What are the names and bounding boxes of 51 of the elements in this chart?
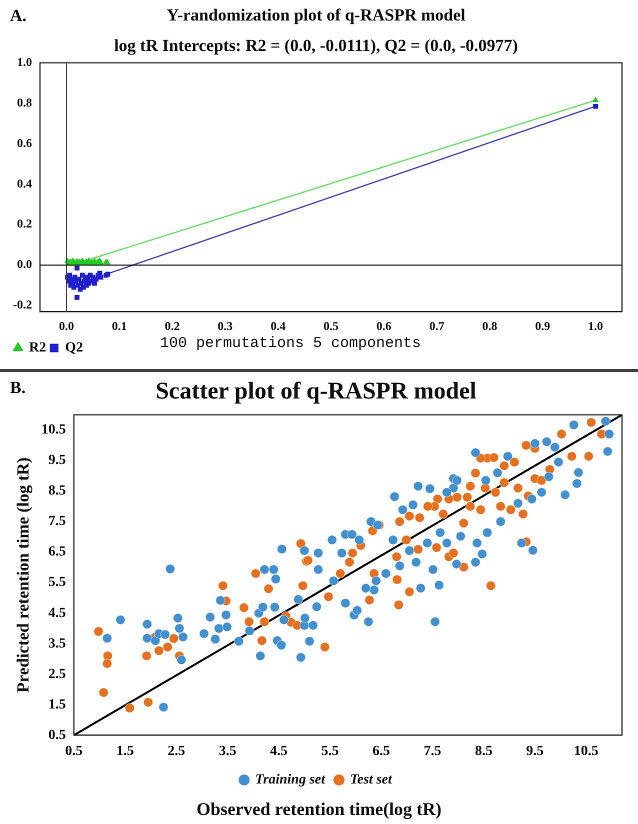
chart-subtitle: log tR Intercepts: R2 = (0.0, -0.0111), Q2 = (0.0, -0.0977) [114, 36, 518, 55]
x-tick-label: 8.5 [474, 744, 492, 760]
x-tick-label: 0.1 [112, 318, 127, 333]
x-tick-label: 0.3 [218, 318, 233, 333]
x-tick-label: 0.8 [482, 318, 498, 333]
x-tick-label: 7.5 [424, 744, 442, 760]
text: 100 permutations 5 components [160, 335, 422, 352]
y-tick-label: 0.2 [16, 216, 32, 231]
y-tick-label: -0.2 [12, 298, 32, 312]
text: A. [10, 6, 27, 26]
x-tick-label: 1.0 [588, 318, 604, 333]
y-axis-title: Predicted retention time (log tR) [14, 457, 33, 693]
x-tick-label: 2.5 [168, 744, 186, 760]
x-tick-label: 3.5 [218, 744, 236, 760]
y-tick-label: 9.5 [48, 453, 66, 468]
x-tick-label: 0.4 [270, 318, 286, 333]
y-tick-label: 4.5 [48, 606, 66, 621]
legend-label: Training set [255, 772, 326, 788]
x-tick-label: 10.5 [574, 744, 598, 760]
y-tick-label: 0.6 [16, 136, 32, 150]
x-tick-label: 5.5 [321, 744, 339, 760]
y-tick-label: 3.5 [48, 636, 66, 652]
legend-label: Test set [350, 772, 393, 788]
y-tick-label: 7.5 [48, 514, 66, 530]
chart-title: Y-randomization plot of q-RASPR model [166, 6, 466, 25]
x-axis-title: Observed retention time(log tR) [195, 799, 443, 820]
x-tick-label: 9.5 [526, 744, 544, 760]
y-tick-label: 6.5 [48, 544, 66, 560]
text: B. [10, 378, 26, 398]
x-tick-label: 1.5 [116, 744, 134, 760]
chart-title: Scatter plot of q-RASPR model [156, 378, 477, 405]
y-tick-label: 1.5 [48, 697, 66, 712]
legend-label: Q2 [65, 340, 83, 356]
x-tick-label: 0.5 [324, 318, 338, 333]
y-tick-label: 8.5 [48, 484, 66, 499]
y-tick-label: 0.0 [16, 257, 32, 272]
x-tick-label: 0.7 [429, 318, 444, 333]
x-tick-label: 4.5 [270, 744, 288, 760]
x-tick-label: 6.5 [372, 744, 390, 760]
y-tick-label: 0.8 [16, 95, 32, 110]
y-tick-label: 0.5 [48, 728, 66, 743]
y-tick-label: 5.5 [48, 575, 66, 590]
y-tick-label: 2.5 [48, 666, 66, 682]
x-tick-label: 0.2 [164, 318, 180, 333]
x-tick-label: 0.5 [65, 744, 83, 760]
legend-label: R2 [29, 340, 46, 356]
x-tick-label: 0.6 [376, 318, 392, 333]
y-tick-label: 10.5 [41, 422, 66, 438]
y-tick-label: 0.4 [16, 176, 32, 190]
y-tick-label: 1.0 [16, 54, 32, 69]
x-tick-label: 0.9 [535, 318, 550, 333]
